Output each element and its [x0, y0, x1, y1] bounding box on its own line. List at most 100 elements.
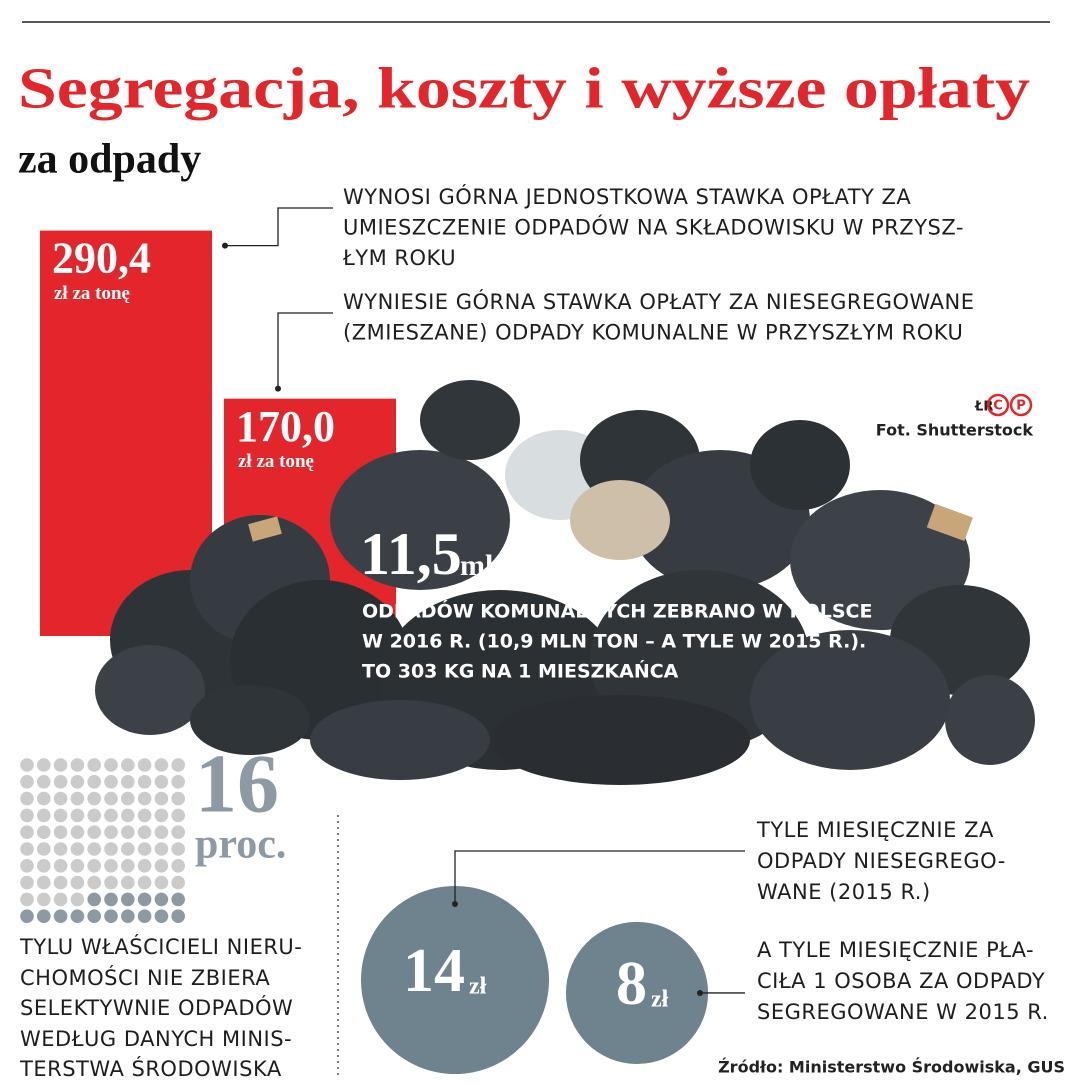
waffle-dot-highlight	[137, 892, 152, 907]
circle-note: CIŁA 1 OSOBA ZA ODPADY	[757, 969, 1045, 993]
waffle-dot	[20, 859, 34, 873]
waffle-dot-highlight	[171, 909, 185, 923]
waffle-dot	[20, 875, 34, 890]
waffle-dot	[137, 875, 152, 890]
waffle-dot	[20, 825, 34, 839]
waffle-text: WEDŁUG DANYCH MINIS-	[20, 1027, 292, 1051]
waffle-dot	[104, 825, 118, 839]
waffle-dot	[20, 842, 34, 856]
bags-photo	[95, 380, 1035, 785]
waffle-dot	[20, 758, 34, 772]
bar-note: WYNIESIE GÓRNA STAWKA OPŁATY ZA NIESEGRE…	[343, 289, 974, 314]
waffle-dot-highlight	[154, 909, 169, 923]
circle-unit: zł	[469, 974, 487, 1000]
waffle-dot-highlight	[137, 909, 152, 923]
waffle-dot-highlight	[171, 892, 185, 907]
logo-letter: P	[1016, 399, 1026, 414]
waffle-dot	[137, 842, 152, 856]
waffle-dot	[154, 758, 169, 772]
waffle-dot-highlight	[104, 892, 118, 907]
circle-note: ODPADY NIESEGREGO-	[757, 849, 1006, 873]
waffle-dot	[53, 825, 68, 839]
waffle-dot	[154, 791, 169, 806]
waffle-dot	[104, 758, 118, 772]
waffle-dot	[137, 758, 152, 772]
waffle-dot	[37, 775, 51, 789]
connector	[454, 850, 745, 904]
source: Źródło: Ministerstwo Środowiska, GUS	[718, 1058, 1065, 1077]
waffle-dot	[70, 875, 85, 890]
waffle-dot	[137, 859, 152, 873]
waffle	[20, 758, 185, 923]
waffle-dot	[53, 758, 68, 772]
waffle-dot	[104, 875, 118, 890]
waffle-dot	[171, 758, 185, 772]
waffle-dot	[87, 791, 101, 806]
waffle-dot-highlight	[53, 909, 68, 923]
bar-note: UMIESZCZENIE ODPADÓW NA SKŁADOWISKU W PR…	[343, 215, 964, 240]
waffle-dot	[121, 808, 135, 823]
waffle-dot	[137, 791, 152, 806]
highlight-value: 11,5	[360, 521, 462, 587]
waffle-dot	[53, 808, 68, 823]
waffle-unit: proc.	[195, 822, 286, 868]
title: Segregacja, koszty i wyższe opłaty	[18, 55, 1030, 120]
subtitle: za odpady	[18, 137, 201, 183]
waffle-dot	[87, 842, 101, 856]
waffle-dot-highlight	[37, 909, 51, 923]
waffle-dot-highlight	[70, 909, 85, 923]
waffle-dot	[37, 842, 51, 856]
waffle-dot-highlight	[87, 909, 101, 923]
waffle-dot	[87, 859, 101, 873]
waffle-dot	[20, 791, 34, 806]
waffle-dot	[70, 842, 85, 856]
waffle-dot	[104, 842, 118, 856]
circle-note: WANE (2015 R.)	[757, 880, 931, 904]
waffle-dot-highlight	[87, 892, 101, 907]
waffle-dot	[53, 775, 68, 789]
waffle-dot	[104, 791, 118, 806]
waffle-dot	[121, 842, 135, 856]
bar-note: ŁYM ROKU	[342, 246, 456, 270]
circle	[361, 886, 549, 1074]
waffle-dot	[53, 875, 68, 890]
waffle-dot	[171, 791, 185, 806]
waffle-dot	[154, 825, 169, 839]
waffle-dot	[137, 808, 152, 823]
waffle-dot	[87, 875, 101, 890]
waffle-text: CHOMOŚCI NIE ZBIERA	[20, 965, 270, 990]
waffle-dot	[171, 859, 185, 873]
waffle-dot	[70, 775, 85, 789]
waffle-dot	[70, 791, 85, 806]
waffle-dot	[37, 758, 51, 772]
waffle-dot	[70, 825, 85, 839]
waffle-dot	[87, 758, 101, 772]
circle-value: 14	[403, 937, 465, 1005]
bar-value: 290,4	[52, 234, 151, 283]
circle	[565, 921, 709, 1064]
bar-value: 170,0	[236, 402, 335, 451]
waffle-dot	[53, 892, 68, 907]
highlight-unit: mln ton	[460, 549, 560, 582]
waffle-dot	[87, 775, 101, 789]
highlight-text: TO 303 KG NA 1 MIESZKAŃCA	[362, 660, 679, 683]
waffle-dot	[154, 859, 169, 873]
waffle-dot	[37, 859, 51, 873]
waffle-dot	[87, 808, 101, 823]
waffle-dot	[137, 825, 152, 839]
waffle-dot	[171, 808, 185, 823]
waffle-dot	[121, 791, 135, 806]
waffle-dot	[20, 808, 34, 823]
circle-value: 8	[616, 950, 647, 1018]
waffle-dot	[87, 825, 101, 839]
waffle-dot	[121, 825, 135, 839]
waffle-text: TYLU WŁAŚCICIELI NIERU-	[19, 934, 302, 959]
waffle-dot	[171, 825, 185, 839]
bar-unit: zł za tonę	[238, 451, 314, 472]
circle-note: A TYLE MIESIĘCZNIE PŁA-	[757, 938, 1034, 962]
highlight-text: W 2016 R. (10,9 MLN TON – A TYLE W 2015 …	[362, 631, 866, 653]
circle-unit: zł	[651, 986, 669, 1012]
waffle-dot	[70, 758, 85, 772]
